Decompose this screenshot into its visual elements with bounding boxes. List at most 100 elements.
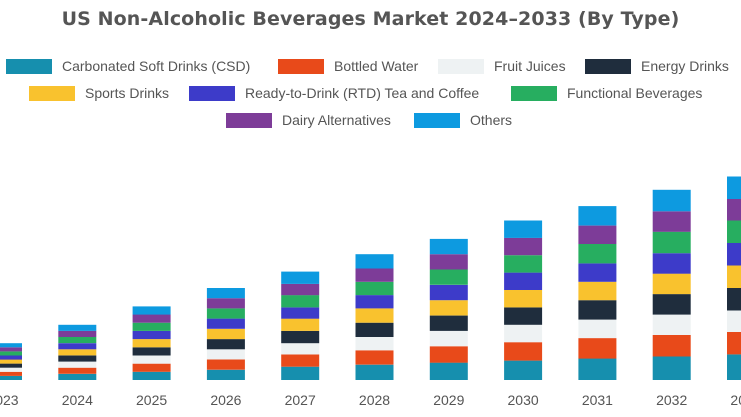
bar-segment-2028-s0[interactable] [355, 364, 394, 380]
bar-segment-2028-s3[interactable] [355, 322, 394, 337]
bar-segment-2032-s4[interactable] [652, 273, 691, 295]
bar-segment-2032-s5[interactable] [652, 253, 691, 274]
bar-segment-2028-s1[interactable] [355, 350, 394, 365]
bar-segment-2031-s8[interactable] [578, 206, 617, 226]
bar-segment-2029-s6[interactable] [429, 269, 468, 285]
bar-segment-2025-s1[interactable] [132, 363, 171, 372]
bar-segment-2024-s6[interactable] [58, 337, 97, 344]
bar-segment-2031-s6[interactable] [578, 244, 617, 264]
bar-segment-2029-s4[interactable] [429, 300, 468, 316]
legend-item-sports-drinks[interactable]: Sports Drinks [29, 84, 169, 102]
bar-segment-2026-s4[interactable] [206, 328, 245, 340]
bar-segment-2026-s1[interactable] [206, 359, 245, 370]
bar-segment-2025-s7[interactable] [132, 314, 171, 323]
bar-segment-2030-s0[interactable] [504, 360, 543, 380]
bar-segment-2031-s2[interactable] [578, 319, 617, 339]
bar-segment-2033-s1[interactable] [727, 331, 741, 355]
bar-segment-2025-s6[interactable] [132, 322, 171, 331]
bar-segment-2027-s6[interactable] [281, 295, 320, 308]
legend-item-csd[interactable]: Carbonated Soft Drinks (CSD) [6, 57, 250, 75]
bar-segment-2023-s0[interactable] [0, 375, 22, 380]
bar-segment-2029-s2[interactable] [429, 330, 468, 347]
bar-segment-2027-s1[interactable] [281, 354, 320, 367]
bar-segment-2032-s0[interactable] [652, 356, 691, 381]
bar-segment-2029-s0[interactable] [429, 362, 468, 380]
bar-segment-2028-s2[interactable] [355, 337, 394, 351]
bar-segment-2025-s0[interactable] [132, 371, 171, 380]
bar-segment-2023-s3[interactable] [0, 363, 22, 368]
bar-segment-2032-s7[interactable] [652, 211, 691, 232]
bar-segment-2028-s5[interactable] [355, 295, 394, 309]
bar-segment-2031-s3[interactable] [578, 300, 617, 320]
bar-segment-2026-s3[interactable] [206, 339, 245, 350]
bar-segment-2027-s7[interactable] [281, 283, 320, 296]
bar-segment-2029-s8[interactable] [429, 238, 468, 255]
legend-item-functional-beverages[interactable]: Functional Beverages [511, 84, 702, 102]
bar-segment-2030-s7[interactable] [504, 237, 543, 256]
bar-segment-2026-s7[interactable] [206, 298, 245, 309]
bar-segment-2032-s2[interactable] [652, 314, 691, 336]
bar-segment-2031-s0[interactable] [578, 358, 617, 381]
bar-segment-2023-s1[interactable] [0, 371, 22, 376]
bar-segment-2027-s8[interactable] [281, 271, 320, 284]
bar-segment-2024-s3[interactable] [58, 355, 97, 362]
bar-segment-2028-s6[interactable] [355, 281, 394, 296]
bar-segment-2024-s1[interactable] [58, 367, 97, 374]
bar-segment-2023-s7[interactable] [0, 347, 22, 352]
bar-segment-2024-s5[interactable] [58, 343, 97, 350]
bar-segment-2033-s4[interactable] [727, 265, 741, 289]
bar-segment-2026-s2[interactable] [206, 349, 245, 360]
bar-segment-2030-s8[interactable] [504, 220, 543, 238]
bar-segment-2025-s8[interactable] [132, 306, 171, 315]
bar-segment-2031-s1[interactable] [578, 338, 617, 359]
bar-segment-2033-s5[interactable] [727, 243, 741, 266]
bar-segment-2026-s5[interactable] [206, 318, 245, 329]
bar-segment-2030-s4[interactable] [504, 290, 543, 308]
bar-segment-2033-s6[interactable] [727, 220, 741, 244]
legend-item-fruit-juices[interactable]: Fruit Juices [438, 57, 566, 75]
bar-segment-2023-s5[interactable] [0, 355, 22, 360]
legend-item-energy-drinks[interactable]: Energy Drinks [585, 57, 729, 75]
bar-segment-2028-s7[interactable] [355, 268, 394, 282]
bar-segment-2030-s5[interactable] [504, 272, 543, 290]
bar-segment-2029-s3[interactable] [429, 315, 468, 331]
bar-segment-2027-s4[interactable] [281, 318, 320, 331]
bar-segment-2023-s6[interactable] [0, 351, 22, 356]
bar-segment-2032-s6[interactable] [652, 231, 691, 254]
bar-segment-2026-s0[interactable] [206, 369, 245, 380]
bar-segment-2030-s6[interactable] [504, 255, 543, 273]
bar-segment-2028-s8[interactable] [355, 254, 394, 269]
bar-segment-2027-s0[interactable] [281, 366, 320, 380]
legend-item-dairy-alternatives[interactable]: Dairy Alternatives [226, 111, 391, 129]
bar-segment-2026-s6[interactable] [206, 308, 245, 319]
bar-segment-2025-s3[interactable] [132, 347, 171, 356]
bar-segment-2032-s8[interactable] [652, 189, 691, 212]
bar-segment-2029-s1[interactable] [429, 346, 468, 363]
bar-segment-2031-s7[interactable] [578, 225, 617, 244]
bar-segment-2024-s2[interactable] [58, 361, 97, 368]
bar-segment-2023-s4[interactable] [0, 359, 22, 364]
bar-segment-2028-s4[interactable] [355, 308, 394, 323]
bar-segment-2023-s2[interactable] [0, 367, 22, 372]
bar-segment-2027-s2[interactable] [281, 343, 320, 355]
bar-segment-2024-s8[interactable] [58, 324, 97, 331]
bar-segment-2032-s1[interactable] [652, 335, 691, 357]
legend-item-bottled-water[interactable]: Bottled Water [278, 57, 418, 75]
bar-segment-2027-s5[interactable] [281, 307, 320, 319]
bar-segment-2025-s4[interactable] [132, 339, 171, 348]
bar-segment-2024-s7[interactable] [58, 330, 97, 337]
bar-segment-2023-s8[interactable] [0, 343, 22, 348]
bar-segment-2033-s8[interactable] [727, 176, 741, 200]
legend-item-rtd-tea-coffee[interactable]: Ready-to-Drink (RTD) Tea and Coffee [189, 84, 479, 102]
bar-segment-2024-s4[interactable] [58, 349, 97, 356]
bar-segment-2030-s2[interactable] [504, 324, 543, 343]
bar-segment-2030-s3[interactable] [504, 307, 543, 325]
bar-segment-2031-s4[interactable] [578, 281, 617, 301]
bar-segment-2033-s2[interactable] [727, 310, 741, 333]
legend-item-others[interactable]: Others [414, 111, 512, 129]
bar-segment-2033-s0[interactable] [727, 354, 741, 380]
bar-segment-2029-s7[interactable] [429, 254, 468, 270]
bar-segment-2025-s2[interactable] [132, 355, 171, 364]
bar-segment-2029-s5[interactable] [429, 284, 468, 301]
bar-segment-2025-s5[interactable] [132, 330, 171, 340]
